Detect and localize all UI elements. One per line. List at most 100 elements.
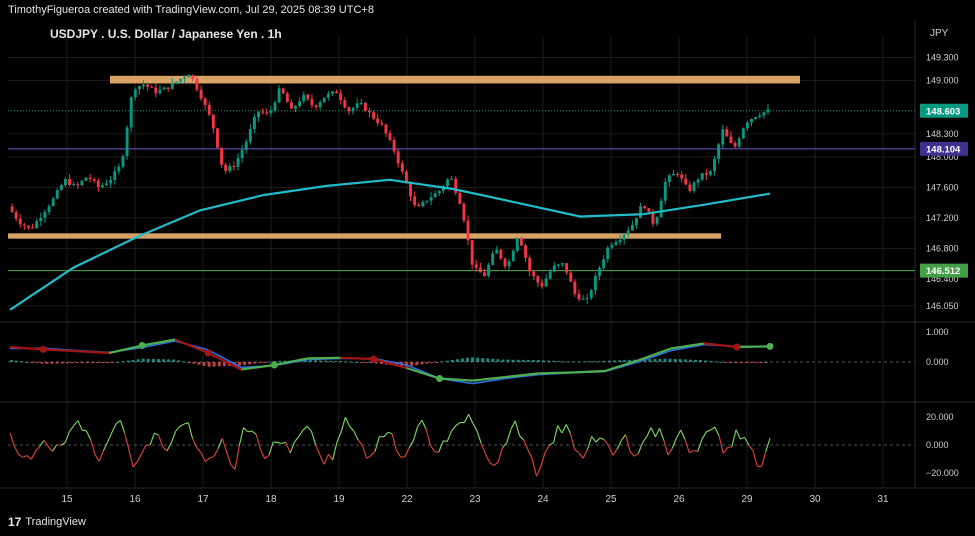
candle bbox=[676, 172, 680, 178]
candle bbox=[565, 263, 569, 276]
osc-line-segment bbox=[625, 434, 631, 452]
macd-hist-bar bbox=[374, 362, 378, 364]
macd-hist-bar bbox=[415, 362, 419, 366]
candle-body bbox=[117, 166, 121, 172]
macd-hist-bar bbox=[263, 362, 267, 363]
candle-body bbox=[339, 93, 343, 100]
macd-hist-bar bbox=[719, 361, 723, 363]
macd-hist-bar bbox=[101, 362, 105, 363]
candle-body bbox=[733, 142, 737, 147]
osc-line-segment bbox=[693, 450, 698, 452]
osc-line-segment bbox=[654, 428, 661, 438]
candle bbox=[265, 108, 269, 116]
candle-body bbox=[721, 129, 725, 145]
osc-line-segment bbox=[302, 425, 308, 431]
candle-body bbox=[392, 139, 396, 152]
osc-line-segment bbox=[94, 454, 100, 462]
candle-body bbox=[224, 164, 228, 171]
osc-line-segment bbox=[226, 451, 232, 465]
candle-body bbox=[232, 166, 236, 168]
candle-body bbox=[331, 91, 334, 94]
osc-line-segment bbox=[408, 440, 414, 449]
candle bbox=[355, 98, 359, 110]
candle bbox=[228, 163, 232, 174]
macd-hist-bar bbox=[344, 361, 348, 363]
osc-line-segment bbox=[510, 420, 516, 430]
macd-hist-bar bbox=[683, 359, 687, 362]
osc-line-segment bbox=[680, 429, 686, 440]
candle bbox=[413, 191, 417, 208]
candle-body bbox=[195, 79, 199, 90]
osc-line-segment bbox=[608, 445, 614, 456]
macd-hist-bar bbox=[688, 359, 692, 362]
candle-body bbox=[499, 249, 503, 259]
candle-body bbox=[704, 173, 708, 175]
osc-line-segment bbox=[391, 433, 397, 451]
macd-hist-bar bbox=[131, 359, 135, 362]
macd-hist-bar bbox=[562, 361, 566, 363]
osc-line-segment bbox=[663, 440, 669, 456]
macd-line-segment bbox=[373, 357, 407, 370]
candle-body bbox=[433, 193, 437, 198]
price-badge-purple bbox=[920, 141, 968, 156]
candle bbox=[236, 153, 240, 171]
macd-line-segment bbox=[604, 359, 639, 373]
macd-hist-bar bbox=[212, 362, 216, 367]
candle bbox=[754, 116, 758, 120]
time-tick-label: 22 bbox=[401, 494, 413, 505]
candle bbox=[187, 74, 191, 78]
candle-body bbox=[606, 247, 610, 260]
time-axis: 15 16 17 18 19 22 23 24 25 26 29 30 31 bbox=[61, 494, 889, 505]
candle bbox=[655, 215, 659, 227]
candle bbox=[88, 173, 92, 183]
candle bbox=[166, 87, 170, 92]
osc-line-segment bbox=[667, 447, 673, 456]
osc-line-segment bbox=[119, 420, 126, 434]
candle bbox=[183, 75, 187, 84]
macd-line-segment bbox=[274, 357, 308, 367]
candle bbox=[696, 177, 700, 188]
candle-body bbox=[51, 198, 55, 207]
osc-line-segment bbox=[633, 452, 639, 457]
candle-body bbox=[614, 242, 618, 245]
candle-body bbox=[524, 245, 528, 258]
candle bbox=[380, 119, 384, 126]
candle-body bbox=[146, 84, 150, 87]
candle-body bbox=[421, 201, 425, 207]
macd-hist-bar bbox=[50, 362, 54, 364]
macd-hist-bar bbox=[673, 358, 677, 362]
time-tick-label: 17 bbox=[197, 494, 209, 505]
macd-hist-bar bbox=[324, 360, 328, 362]
osc-line-segment bbox=[77, 420, 83, 431]
candle-body bbox=[548, 271, 552, 279]
macd-hist-bar bbox=[547, 360, 551, 362]
candle bbox=[368, 107, 371, 118]
osc-line-segment bbox=[684, 439, 690, 453]
macd-hist-bar bbox=[222, 362, 226, 367]
candle bbox=[573, 279, 577, 297]
candle-body bbox=[10, 206, 14, 213]
candle-body bbox=[359, 102, 363, 104]
macd-hist-bar bbox=[126, 360, 130, 362]
candle bbox=[688, 180, 692, 193]
candle-body bbox=[552, 265, 556, 272]
candle-body bbox=[762, 112, 766, 116]
macd-hist-bar bbox=[177, 360, 181, 362]
candle bbox=[618, 234, 622, 246]
macd-line-segment bbox=[207, 352, 242, 371]
candle-body bbox=[109, 180, 113, 184]
osc-line-segment bbox=[255, 434, 262, 450]
candle bbox=[544, 273, 548, 287]
macd-hist-bar bbox=[709, 360, 713, 362]
osc-line-segment bbox=[187, 422, 194, 439]
osc-line-segment bbox=[332, 442, 338, 461]
macd-tick-label: 0.000 bbox=[926, 357, 949, 367]
candle-body bbox=[347, 107, 351, 112]
candle-body bbox=[400, 163, 404, 172]
macd-hist-bar bbox=[329, 360, 333, 362]
osc-line-segment bbox=[251, 430, 257, 436]
osc-line-segment bbox=[277, 441, 282, 445]
macd-hist-bar bbox=[273, 361, 277, 363]
candle bbox=[540, 279, 544, 289]
